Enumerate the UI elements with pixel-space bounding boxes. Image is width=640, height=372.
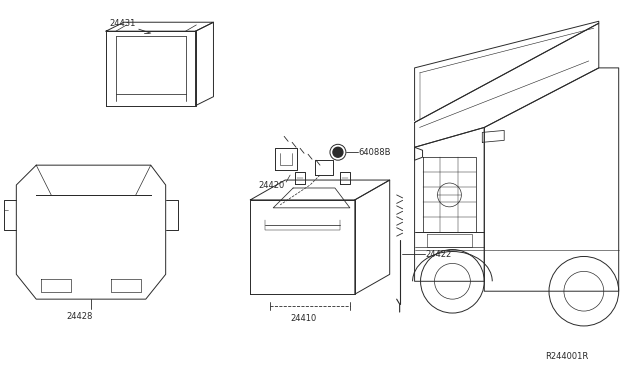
Text: 24422: 24422 bbox=[426, 250, 452, 259]
Text: 24428: 24428 bbox=[66, 311, 93, 321]
Circle shape bbox=[333, 147, 343, 157]
Text: R244001R: R244001R bbox=[545, 352, 589, 361]
Text: 24420: 24420 bbox=[259, 180, 285, 189]
Text: 24410: 24410 bbox=[290, 314, 316, 324]
Text: 64088B: 64088B bbox=[359, 148, 391, 157]
Text: 24431: 24431 bbox=[109, 19, 135, 28]
